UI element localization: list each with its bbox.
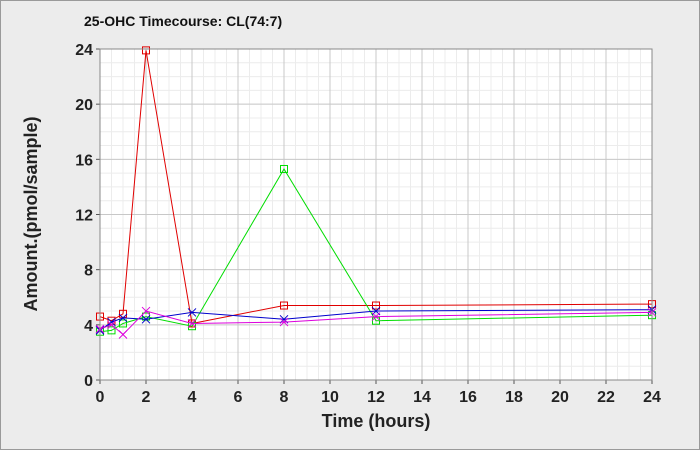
x-tick-label: 10 [321,389,339,406]
y-tick-label: 24 [75,42,93,59]
data-point-stroke [371,312,381,321]
x-tick-label: 12 [367,389,385,406]
data-point-stroke [187,308,197,317]
data-point [118,330,128,339]
data-point [107,320,116,330]
data-point [142,46,150,55]
x-tick-label: 22 [597,389,615,406]
data-point [118,313,128,323]
data-point [141,314,151,324]
data-point-stroke [141,306,151,316]
y-axis-label: Amount.(pmol/sample) [21,116,41,311]
x-tick-label: 16 [459,389,477,406]
data-point-stroke [107,317,116,327]
data-point [142,312,150,321]
data-point [187,319,197,328]
y-tick-label: 4 [84,318,93,335]
series-line-2 [99,309,653,331]
x-axis-label: Time (hours) [322,411,431,431]
data-point [107,317,116,327]
y-tick-label: 16 [75,152,93,169]
data-point [107,326,116,335]
data-point-stroke [118,330,128,339]
y-tick-label: 0 [84,373,93,390]
y-tick-label: 12 [75,208,93,225]
x-tick-label: 24 [643,389,661,406]
x-tick-label: 14 [413,389,431,406]
data-point [188,322,196,331]
x-tick-label: 4 [188,389,197,406]
x-tick-label: 20 [551,389,569,406]
data-point-stroke [141,314,151,324]
chart-title: 25-OHC Timecourse: CL(74:7) [84,13,283,29]
data-point [141,306,151,316]
data-point-stroke [118,313,128,323]
data-point-stroke [187,319,197,328]
data-point [371,312,381,321]
data-point [372,301,380,310]
data-point [280,164,288,173]
series-line-1 [99,168,653,333]
y-tick-label: 20 [75,97,93,114]
data-point-stroke [279,317,289,327]
series-layer [95,46,657,339]
data-point-stroke [107,320,116,330]
data-point [279,317,289,327]
x-tick-label: 2 [142,389,151,406]
data-point [280,301,288,310]
x-tick-label: 18 [505,389,523,406]
y-tick-label: 8 [84,263,93,280]
x-tick-label: 8 [280,389,289,406]
x-tick-label: 0 [96,389,105,406]
data-point [119,319,127,328]
data-point [187,308,197,317]
plot-border [99,48,653,381]
x-tick-label: 6 [234,389,243,406]
